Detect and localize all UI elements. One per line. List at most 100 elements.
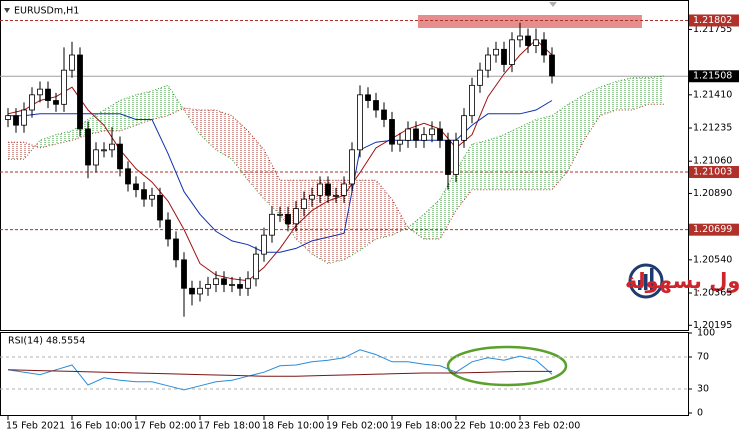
cloud-segment [328,180,344,264]
cloud-segment [168,85,184,116]
cloud-segment [456,144,472,211]
cloud-segment [440,170,456,239]
candle-body [77,54,83,130]
x-tick-label: 22 Feb 10:00 [454,421,516,432]
chart-title: EURUSDm,H1 [14,6,79,17]
candle-body [197,287,203,295]
candle-body [541,39,547,56]
candle-body [285,213,291,225]
cloud-segment [24,140,40,160]
cloud-segment [488,134,504,190]
cloud-segment [392,199,408,236]
candle-body [293,208,299,225]
cloud-segment [216,110,232,160]
candle-body [501,48,507,65]
candle-body [413,128,419,141]
cloud-segment [344,180,360,260]
candle-body [549,54,555,77]
title-icon [4,8,10,13]
cloud-segment [152,85,168,120]
series-line [7,39,553,282]
cloud-segment [184,108,200,135]
candle-body [205,284,211,289]
logo-bar [644,274,648,290]
candle-body [445,139,451,175]
candle-body [517,35,523,41]
candle-body [85,128,91,166]
cloud-segment [312,180,328,264]
candle-body [509,39,515,65]
candle-body [301,198,307,210]
y-tick-label: 0 [697,408,703,419]
candle-body [325,183,331,196]
candle-body [493,48,499,56]
candle-body [525,35,531,46]
cloud-segment [616,77,632,110]
level-label: 1.21003 [693,167,732,178]
candle-body [381,109,387,120]
candle-body [317,183,323,196]
logo-bar [638,280,642,290]
level-label: 1.20699 [693,224,732,235]
cloud-segment [264,149,280,215]
y-tick-label: 30 [697,384,709,395]
y-tick-label: 70 [697,352,709,363]
cloud-segment [424,199,440,239]
candle-body [109,143,115,151]
cloud-segment [600,81,616,116]
x-tick-label: 18 Feb 10:00 [262,421,324,432]
last-price-box [689,70,739,83]
candle-body [253,253,259,280]
candle-body [365,94,371,101]
level-label-box [689,223,739,236]
candle-body [37,88,43,96]
candle-body [477,69,483,86]
cloud-segment [56,130,72,145]
candle-body [181,259,187,289]
candle-body [221,278,227,285]
last-price-label: 1.21508 [693,71,732,82]
x-tick-label: 19 Feb 02:00 [326,421,388,432]
candle-body [229,284,235,286]
candle-body [189,287,195,295]
series-line [8,103,664,240]
watermark: التداول بسهولة [625,269,740,293]
candle-body [125,168,131,185]
candle-body [29,94,35,111]
candle-body [13,115,19,126]
x-tick-label: 19 Feb 18:00 [390,421,452,432]
cloud-segment [104,100,120,131]
shift-marker [549,2,557,7]
cloud-segment [632,77,648,110]
cloud-segment [136,91,152,126]
y-tick-label: 1.20195 [693,320,732,331]
cloud-segment [8,142,24,160]
cloud-segment [648,75,664,105]
series-line [7,349,553,391]
candle-body [261,234,267,255]
candle-body [21,109,27,126]
candle-body [277,213,283,216]
y-tick-label: 1.20365 [693,288,732,299]
cloud-segment [88,110,104,135]
resistance-zone [418,15,642,28]
candle-body [93,149,99,166]
candle-body [461,115,467,141]
candle-body [421,134,427,141]
candle-body [373,100,379,111]
cloud-segment [296,180,312,255]
cloud-segment [120,94,136,131]
candle-body [349,149,355,185]
logo-ring [628,263,664,299]
cloud-segment [520,119,536,190]
y-tick-label: 1.21060 [693,156,732,167]
candle-body [333,194,339,197]
level-label: 1.21802 [693,15,732,26]
candle-body [5,115,11,120]
candle-body [141,189,147,200]
candle-body [157,194,163,221]
cloud-segment [568,94,584,171]
x-tick-label: 15 Feb 2021 [6,421,65,432]
level-label-box [689,14,739,27]
